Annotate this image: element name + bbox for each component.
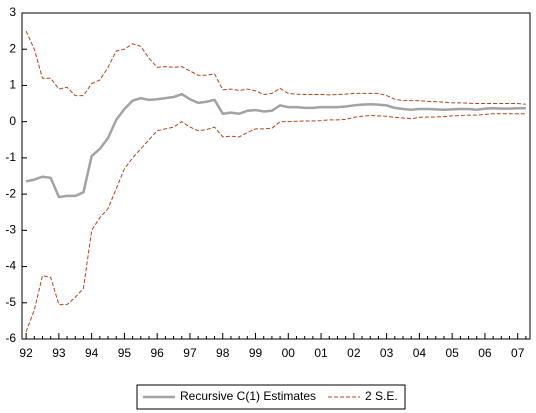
- plot-frame: [21, 12, 531, 340]
- legend-label: 2 S.E.: [365, 389, 398, 403]
- x-tick-label: 00: [282, 346, 296, 360]
- y-tick-label: 3: [9, 5, 16, 19]
- y-tick-label: -3: [5, 223, 16, 237]
- x-tick-label: 07: [511, 346, 525, 360]
- y-tick-label: -5: [5, 295, 16, 309]
- y-tick-label: -6: [5, 331, 16, 345]
- y-tick-label: -4: [5, 259, 16, 273]
- y-tick-label: 2: [9, 41, 16, 55]
- x-tick-label: 02: [347, 346, 361, 360]
- legend-label: Recursive C(1) Estimates: [180, 389, 316, 403]
- x-tick-label: 96: [151, 346, 165, 360]
- y-tick-label: 1: [9, 78, 16, 92]
- y-tick-label: -2: [5, 186, 16, 200]
- x-tick-label: 93: [52, 346, 66, 360]
- x-tick-label: 04: [413, 346, 427, 360]
- x-tick-label: 97: [183, 346, 197, 360]
- x-tick-label: 01: [314, 346, 328, 360]
- x-tick-label: 06: [478, 346, 492, 360]
- x-tick-label: 03: [380, 346, 394, 360]
- series-line: [25, 30, 526, 105]
- series-line: [25, 113, 526, 332]
- x-tick-label: 98: [216, 346, 230, 360]
- x-tick-label: 05: [445, 346, 459, 360]
- series-line: [25, 92, 526, 199]
- x-tick-label: 99: [249, 346, 263, 360]
- x-tick-label: 92: [19, 346, 33, 360]
- x-tick-label: 95: [118, 346, 132, 360]
- y-tick-label: -1: [5, 150, 16, 164]
- legend-box: [136, 384, 406, 410]
- y-tick-label: 0: [9, 114, 16, 128]
- x-tick-label: 94: [85, 346, 99, 360]
